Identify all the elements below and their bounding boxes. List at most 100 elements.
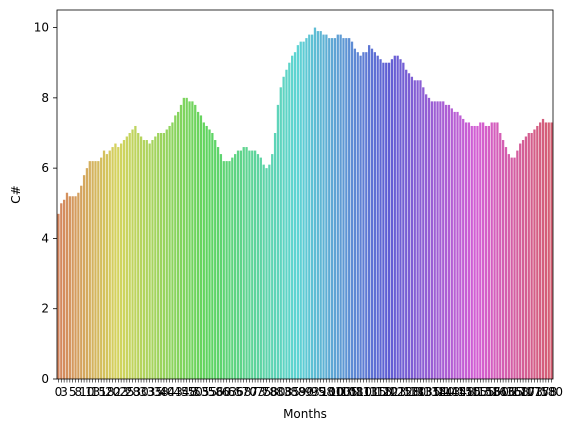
bar xyxy=(262,164,265,379)
bar xyxy=(484,125,488,379)
x-tick-label: 180 xyxy=(540,385,563,399)
bar xyxy=(128,133,131,379)
bar xyxy=(476,125,479,379)
plot-frame xyxy=(56,9,554,380)
bar xyxy=(188,101,191,380)
bar xyxy=(405,69,408,380)
bar xyxy=(536,125,539,379)
bar xyxy=(413,80,416,379)
x-tick-label: 163 xyxy=(492,385,515,399)
x-tick-label: 108 xyxy=(341,385,364,399)
x-tick-label: 125 xyxy=(389,385,412,399)
bar xyxy=(333,38,337,380)
bar xyxy=(205,125,208,379)
x-tick-label: 90 xyxy=(299,385,314,399)
bar xyxy=(299,41,302,379)
x-tick-label: 20 xyxy=(105,385,120,399)
x-tick-label: 30 xyxy=(133,385,148,399)
bar xyxy=(236,150,240,379)
bar xyxy=(251,150,254,379)
bar xyxy=(439,101,442,380)
bar xyxy=(376,55,379,379)
bar xyxy=(430,101,433,380)
x-tick-label: 120 xyxy=(375,385,398,399)
bar xyxy=(348,38,351,380)
x-tick-label: 83 xyxy=(276,385,291,399)
x-tick-label: 150 xyxy=(457,385,480,399)
x-tick-label: 103 xyxy=(329,385,352,399)
bar xyxy=(273,133,277,379)
bar xyxy=(171,122,174,380)
x-tick-label: 33 xyxy=(139,385,154,399)
bar xyxy=(114,143,117,379)
bar xyxy=(57,213,60,379)
bar xyxy=(370,48,374,379)
bar xyxy=(444,104,448,379)
bar xyxy=(425,94,428,379)
bar xyxy=(447,104,451,379)
bar xyxy=(456,111,459,379)
bar xyxy=(499,133,502,379)
bar xyxy=(302,41,305,379)
bar xyxy=(117,147,120,379)
bar xyxy=(194,104,197,379)
x-tick-label: 70 xyxy=(242,385,257,399)
x-tick-label: 133 xyxy=(409,385,432,399)
bar xyxy=(134,125,137,379)
bar xyxy=(339,34,342,379)
bar xyxy=(544,122,548,380)
x-tick-label: 88 xyxy=(290,385,305,399)
bar xyxy=(470,125,473,379)
x-tick-label: 0 xyxy=(55,385,63,399)
bar xyxy=(464,122,468,380)
bar xyxy=(390,59,394,379)
bar xyxy=(379,59,382,379)
x-tick-label: 140 xyxy=(432,385,455,399)
bar xyxy=(120,143,123,379)
x-tick-label: 148 xyxy=(452,385,475,399)
bar xyxy=(541,118,545,379)
bar xyxy=(353,48,357,379)
bar xyxy=(208,129,211,379)
bar xyxy=(211,133,214,379)
x-tick-label: 63 xyxy=(222,385,237,399)
bar xyxy=(102,150,106,379)
bar xyxy=(365,52,368,380)
bar xyxy=(399,59,402,379)
x-tick-label: 135 xyxy=(418,385,441,399)
bar xyxy=(268,164,271,379)
bar xyxy=(91,161,94,379)
x-tick-label: 128 xyxy=(398,385,421,399)
bar xyxy=(131,129,134,379)
bar xyxy=(139,136,143,379)
bar xyxy=(282,76,285,380)
x-tick-label: 58 xyxy=(208,385,223,399)
x-tick-label: 160 xyxy=(486,385,509,399)
bar xyxy=(516,150,519,379)
x-tick-label: 145 xyxy=(443,385,466,399)
x-tick-label: 28 xyxy=(125,385,140,399)
bar xyxy=(493,122,496,380)
bar xyxy=(162,133,166,379)
x-tick-label: 130 xyxy=(403,385,426,399)
x-tick-label: 38 xyxy=(153,385,168,399)
bar xyxy=(459,115,462,380)
bar xyxy=(308,34,311,379)
x-tick-label: 143 xyxy=(437,385,460,399)
bar xyxy=(373,52,376,380)
x-tick-label: 153 xyxy=(466,385,489,399)
bar xyxy=(504,147,508,379)
bar xyxy=(521,140,525,379)
bar xyxy=(385,62,388,380)
bar xyxy=(362,52,365,380)
bar xyxy=(359,55,362,379)
x-tick-label: 60 xyxy=(216,385,231,399)
bar xyxy=(490,122,493,380)
bar xyxy=(342,38,345,380)
y-axis-ticks: 0 2 4 6 8 10 xyxy=(34,21,57,386)
bar xyxy=(239,150,242,379)
bar xyxy=(539,122,542,380)
bar xyxy=(245,147,248,379)
bar xyxy=(145,140,148,379)
